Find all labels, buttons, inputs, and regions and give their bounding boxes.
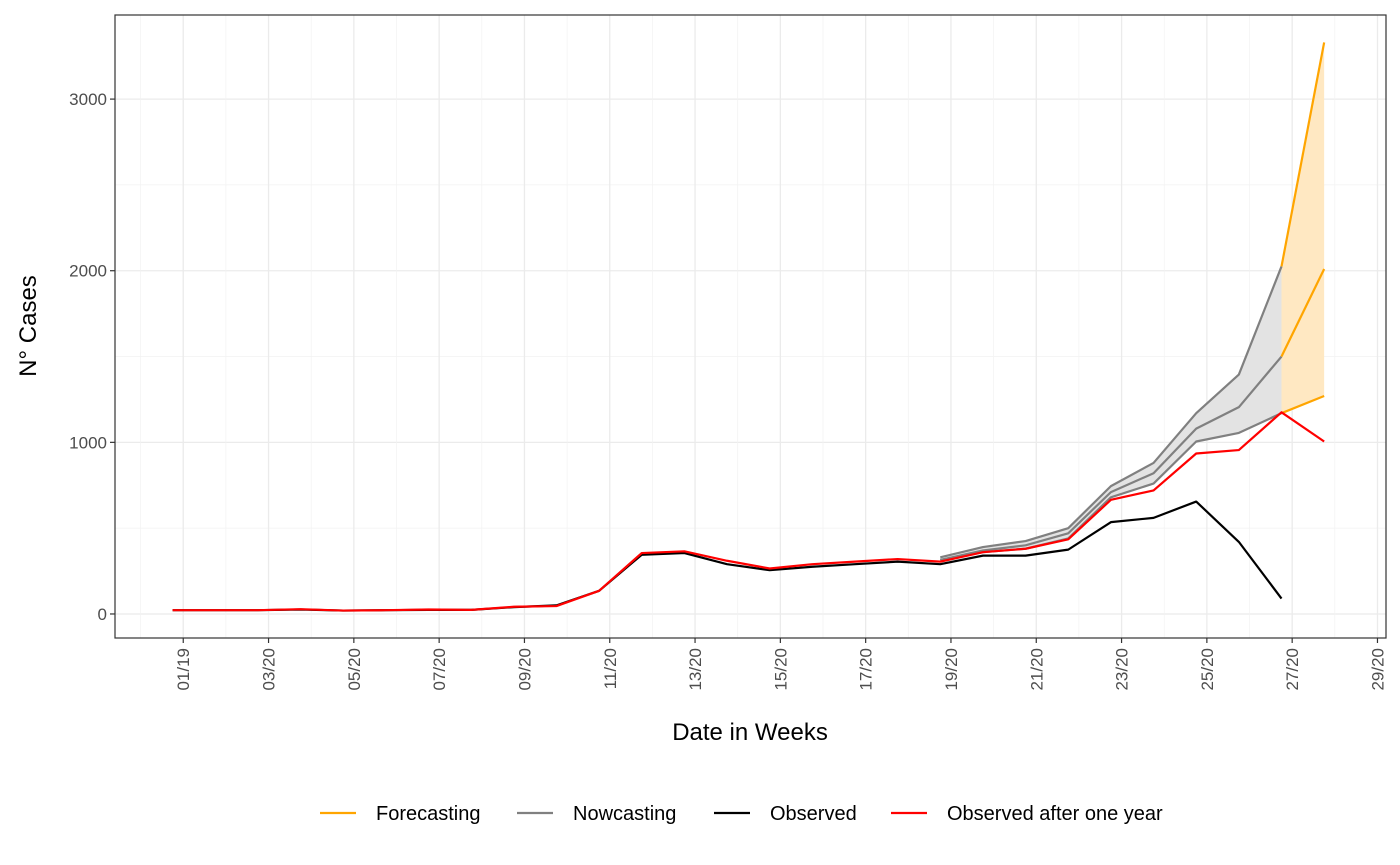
x-tick-label: 01/19: [174, 648, 193, 691]
x-axis: 01/19 03/20 05/20 07/20 09/20 11/20 13/20 15/20…: [174, 638, 1387, 691]
y-tick-label: 0: [98, 605, 107, 624]
bands: [940, 42, 1325, 560]
legend: Forecasting Nowcasting Observed Observed af…: [320, 803, 1163, 825]
plot-border: [114, 14, 1387, 639]
y-tick-label: 2000: [69, 262, 107, 281]
nowcasting-upper-line: [940, 266, 1283, 559]
forecasting-upper-line: [1280, 42, 1326, 267]
x-tick-label: 13/20: [686, 648, 705, 691]
x-tick-label: 23/20: [1113, 648, 1132, 691]
observed_after_one_year-line: [172, 411, 1325, 612]
y-tick-label: 1000: [69, 433, 107, 452]
grid: [115, 15, 1386, 638]
x-axis-title: Date in Weeks: [672, 719, 828, 746]
forecasting-interval-band: [1281, 42, 1325, 414]
x-tick-label: 03/20: [260, 648, 279, 691]
x-tick-label: 21/20: [1027, 648, 1046, 691]
y-tick-label: 3000: [69, 90, 107, 109]
legend-label-observed: Observed: [770, 803, 857, 825]
x-tick-label: 25/20: [1198, 648, 1217, 691]
x-tick-label: 07/20: [430, 648, 449, 691]
x-tick-label: 11/20: [601, 648, 620, 689]
y-axis-title: N° Cases: [15, 275, 42, 377]
x-tick-label: 17/20: [857, 648, 876, 691]
forecasting-line: [1280, 268, 1326, 358]
nowcasting-interval-band: [940, 266, 1282, 560]
legend-label-nowcasting: Nowcasting: [573, 803, 676, 825]
y-axis: 0 1000 2000 3000: [69, 90, 115, 624]
plot-background: [115, 15, 1386, 638]
forecasting-lower-line: [1281, 394, 1325, 415]
legend-label-forecasting: Forecasting: [376, 803, 481, 825]
x-tick-label: 19/20: [942, 648, 961, 691]
x-tick-label: 27/20: [1283, 648, 1302, 691]
nowcasting-line: [940, 355, 1283, 561]
series-lines: [172, 42, 1326, 612]
legend-label-observed_after_one_year: Observed after one year: [947, 803, 1163, 825]
x-tick-label: 15/20: [771, 648, 790, 691]
x-tick-label: 29/20: [1368, 648, 1387, 691]
x-tick-label: 05/20: [345, 648, 364, 691]
x-tick-label: 09/20: [515, 648, 534, 691]
